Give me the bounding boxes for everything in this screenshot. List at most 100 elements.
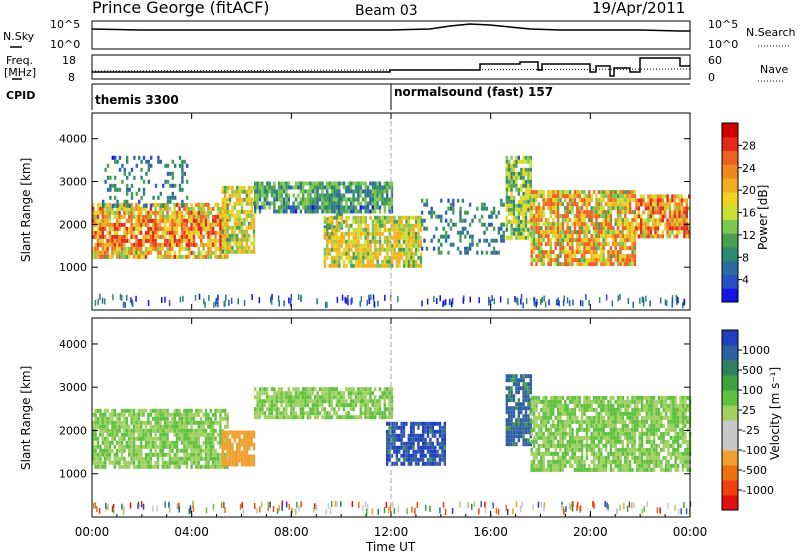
heatmap-cell: [99, 416, 102, 421]
heatmap-cell: [130, 206, 133, 211]
heatmap-cell: [171, 416, 174, 421]
heatmap-cell: [607, 226, 610, 231]
heatmap-cell: [338, 185, 341, 190]
heatmap-cell: [340, 205, 343, 210]
heatmap-cell: [515, 235, 518, 240]
heatmap-cell: [181, 175, 184, 180]
heatmap-cell: [666, 226, 669, 231]
heatmap-cell: [443, 437, 446, 442]
heatmap-cell: [190, 460, 193, 465]
heatmap-cell: [250, 201, 253, 206]
heatmap-cell: [290, 411, 293, 416]
heatmap-cell: [471, 238, 474, 243]
heatmap-cell: [285, 193, 288, 198]
heatmap-cell: [270, 387, 274, 392]
heatmap-cell: [431, 453, 434, 458]
heatmap-cell: [219, 250, 222, 255]
heatmap-cell: [226, 189, 229, 194]
heatmap-cell: [252, 225, 256, 230]
heatmap-cell: [568, 234, 572, 239]
heatmap-cell: [173, 464, 176, 469]
heatmap-cell: [383, 263, 387, 268]
heatmap-cell: [168, 440, 172, 445]
heatmap-cell: [161, 214, 164, 219]
heatmap-cell: [266, 407, 269, 412]
heatmap-cell: [120, 436, 124, 441]
heatmap-cell: [561, 218, 565, 223]
heatmap-cell: [535, 214, 538, 219]
heatmap-cell: [147, 456, 150, 461]
heatmap-cell: [366, 411, 370, 416]
heatmap-cell: [400, 227, 403, 232]
heatmap-cell: [559, 198, 562, 203]
heatmap-cell: [395, 457, 398, 462]
heatmap-cell: [263, 403, 266, 408]
heatmap-cell: [195, 456, 198, 461]
heatmap-cell: [145, 171, 148, 176]
heatmap-cell: [522, 422, 525, 427]
heatmap-cell: [275, 193, 278, 198]
heatmap-cell: [564, 262, 567, 267]
heatmap-cell: [510, 195, 513, 200]
heatmap-cell: [250, 454, 253, 459]
heatmap-cell: [364, 197, 367, 202]
heatmap-cell: [152, 242, 155, 247]
heatmap-cell: [285, 205, 288, 210]
heatmap-cell: [188, 210, 191, 215]
heatmap-cell: [183, 408, 186, 413]
heatmap-cell: [132, 416, 136, 421]
heatmap-cell: [92, 254, 95, 259]
heatmap-cell: [261, 189, 264, 194]
heatmap-cell: [236, 442, 239, 447]
heatmap-cell: [612, 206, 615, 211]
heatmap-cell: [287, 403, 290, 408]
heatmap-cell: [132, 460, 136, 465]
heatmap-cell: [104, 222, 107, 227]
heatmap-cell: [388, 259, 391, 264]
heatmap-cell: [166, 206, 169, 211]
heatmap-cell: [530, 467, 533, 472]
heatmap-cell: [542, 423, 545, 428]
heatmap-cell: [111, 222, 114, 227]
heatmap-cell: [576, 214, 579, 219]
heatmap-cell: [140, 460, 143, 465]
heatmap-cell: [176, 214, 179, 219]
heatmap-cell: [530, 459, 533, 464]
heatmap-cell: [535, 242, 538, 247]
heatmap-cell: [388, 429, 391, 434]
heatmap-cell: [515, 155, 518, 160]
heatmap-cell: [517, 418, 520, 423]
heatmap-cell: [221, 189, 224, 194]
heatmap-cell: [510, 183, 513, 188]
heatmap-cell: [183, 238, 186, 243]
heatmap-cell: [544, 403, 548, 408]
heatmap-cell: [314, 181, 317, 186]
heatmap-cell: [287, 387, 290, 392]
heatmap-cell: [192, 428, 196, 433]
heatmap-cell: [566, 202, 569, 207]
heatmap-cell: [635, 206, 638, 211]
heatmap-cell: [147, 440, 150, 445]
heatmap-cell: [621, 234, 625, 239]
heatmap-cell: [333, 391, 336, 396]
heatmap-cell: [350, 403, 353, 408]
heatmap-cell: [390, 437, 394, 442]
heatmap-cell: [532, 459, 536, 464]
heatmap-cell: [390, 399, 394, 404]
freq-right-tick-top: 60: [708, 54, 722, 67]
heatmap-cell: [214, 412, 217, 417]
heatmap-cell: [508, 199, 511, 204]
heatmap-cell: [309, 407, 312, 412]
heatmap-cell: [434, 453, 437, 458]
heatmap-cell: [147, 210, 150, 215]
heatmap-cell: [125, 444, 128, 449]
heatmap-cell: [142, 250, 145, 255]
heatmap-cell: [176, 226, 179, 231]
heatmap-cell: [340, 215, 343, 220]
heatmap-cell: [602, 262, 605, 267]
heatmap-cell: [221, 205, 224, 210]
heatmap-cell: [362, 259, 365, 264]
heatmap-cell: [592, 250, 596, 255]
heatmap-cell: [517, 426, 520, 431]
heatmap-cell: [402, 227, 406, 232]
